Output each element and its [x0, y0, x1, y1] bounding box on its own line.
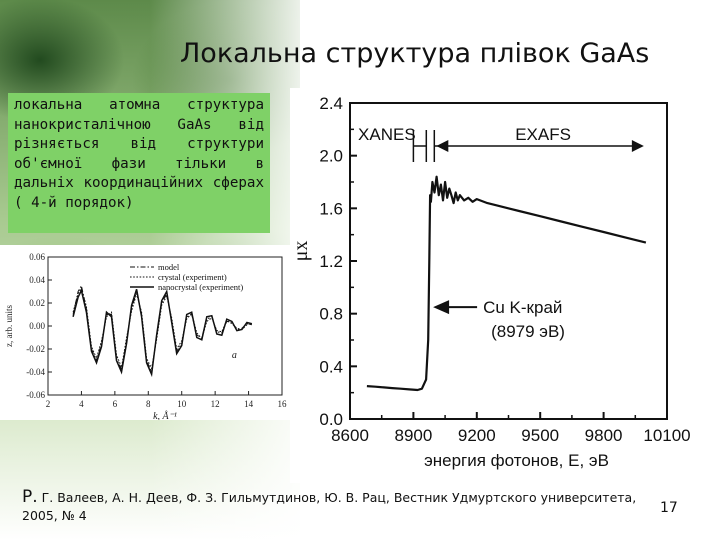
chart-a-x-tick-label: 10	[177, 399, 187, 409]
chart-a-y-label: z, arb. units	[4, 305, 14, 347]
chart-a-y-tick-label: -0.04	[26, 367, 45, 377]
chart-b-annotation-line1: Cu K-край	[483, 298, 562, 317]
chart-b-y-tick-label: 0.4	[319, 357, 343, 376]
chart-b-y-tick-label: 0.0	[319, 410, 343, 429]
chart-b-x-tick-label: 9200	[458, 426, 496, 445]
chart-b-x-tick-label: 8900	[394, 426, 432, 445]
chart-a-legend-label-3: nanocrystal (experiment)	[158, 282, 243, 292]
slide-title: Локальна структура плівок GaAs	[180, 38, 650, 69]
chart-b-y-tick-label: 2.0	[319, 147, 343, 166]
chart-b-y-tick-label: 1.6	[319, 199, 343, 218]
chart-b-annotation-arrowhead	[433, 300, 450, 315]
chart-b-spectrum-line	[366, 175, 647, 392]
chart-b-exafs-label: EXAFS	[515, 125, 571, 144]
chart-a-legend-label-2: crystal (experiment)	[158, 272, 227, 282]
chart-a-y-tick-label: -0.02	[26, 344, 45, 354]
description-text: локальна атомна структура нанокристалічн…	[14, 97, 264, 211]
chart-a-y-tick-label: 0.02	[29, 298, 45, 308]
absorption-spectrum-chart-panel: 2.4 2.0 1.6 1.2 0.8 0.4 0.0 8600 8900 9200 9500 980…	[290, 88, 710, 483]
chart-a-series-line-3	[72, 288, 253, 378]
chart-b-exafs-arrowtail	[436, 140, 449, 152]
chart-a-panel-label: a	[232, 350, 237, 361]
chart-a-x-tick-label: 2	[46, 399, 51, 409]
chart-a-x-tick-label: 8	[146, 399, 151, 409]
exafs-k-chart-panel: 0.06 0.04 0.02 0.00 -0.02 -0.04 -0.06 2 4 6 8 10 12 1…	[0, 245, 290, 422]
chart-b-x-tick-label: 9500	[521, 426, 559, 445]
chart-b-x-label: энергия фотонов, E, эВ	[424, 451, 609, 470]
chart-b-y-label: μx	[290, 241, 312, 262]
chart-a-y-tick-label: -0.06	[26, 390, 45, 400]
chart-b-xanes-label: XANES	[358, 125, 416, 144]
chart-a-x-tick-label: 4	[79, 399, 84, 409]
chart-b-frame	[349, 102, 668, 420]
chart-b-exafs-arrowhead	[631, 140, 644, 152]
chart-a-x-tick-label: 16	[278, 399, 288, 409]
citation: Р. Г. Валеев, А. Н. Деев, Ф. З. Гильмутд…	[22, 488, 662, 525]
exafs-k-chart: 0.06 0.04 0.02 0.00 -0.02 -0.04 -0.062 4 6 8 10 12 1…	[4, 252, 288, 422]
page-number: 17	[660, 500, 678, 516]
chart-a-y-tick-label: 0.04	[29, 275, 45, 285]
chart-b-x-tick-label: 10100	[643, 426, 690, 445]
chart-a-x-tick-label: 6	[113, 399, 118, 409]
description-box: локальна атомна структура нанокристалічн…	[8, 93, 270, 233]
chart-a-y-tick-label: 0.00	[29, 321, 45, 331]
citation-initial: Р.	[22, 487, 38, 507]
chart-b-x-tick-label: 8600	[331, 426, 369, 445]
chart-b-y-tick-label: 1.2	[319, 252, 343, 271]
citation-text: Г. Валеев, А. Н. Деев, Ф. З. Гильмутдино…	[22, 490, 637, 523]
chart-a-x-tick-label: 14	[244, 399, 254, 409]
chart-b-annotation-line2: (8979 эВ)	[491, 322, 565, 341]
chart-b-y-tick-label: 2.4	[319, 94, 343, 113]
chart-b-x-tick-label: 9800	[585, 426, 623, 445]
chart-a-legend-label-1: model	[158, 262, 180, 272]
chart-b-y-tick-label: 0.8	[319, 305, 343, 324]
chart-a-x-tick-label: 12	[211, 399, 220, 409]
chart-a-y-tick-label: 0.06	[29, 252, 45, 262]
chart-a-x-label: k, Å⁻¹	[153, 410, 177, 420]
